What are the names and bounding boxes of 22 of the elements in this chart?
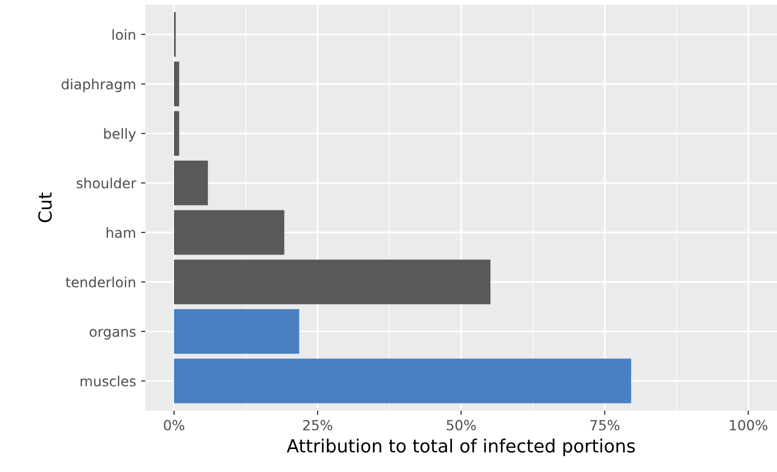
bar bbox=[174, 309, 300, 354]
x-axis-title: Attribution to total of infected portions bbox=[286, 438, 635, 456]
y-tick-label: ham bbox=[106, 227, 136, 238]
bar bbox=[174, 210, 284, 255]
y-tick-label: organs bbox=[90, 328, 136, 340]
x-tick-label: 25% bbox=[303, 420, 332, 430]
y-tick-label: diaphragm bbox=[62, 78, 136, 92]
bar bbox=[174, 111, 180, 156]
x-tick-label: 50% bbox=[446, 420, 476, 430]
y-tick-label: loin bbox=[112, 29, 136, 40]
bar bbox=[174, 62, 180, 106]
y-tick-label: belly bbox=[104, 128, 136, 142]
x-tick-label: 75% bbox=[590, 420, 620, 430]
x-tick-label: 100% bbox=[730, 420, 768, 430]
y-tick-label: tenderloin bbox=[66, 276, 136, 288]
y-axis-title: Cut bbox=[38, 192, 52, 222]
x-tick-label: 0% bbox=[164, 420, 184, 430]
y-tick-label: shoulder bbox=[76, 178, 136, 188]
y-tick-label: muscles bbox=[80, 376, 136, 386]
bar bbox=[174, 160, 208, 206]
bar bbox=[174, 260, 490, 304]
bar bbox=[174, 358, 632, 404]
